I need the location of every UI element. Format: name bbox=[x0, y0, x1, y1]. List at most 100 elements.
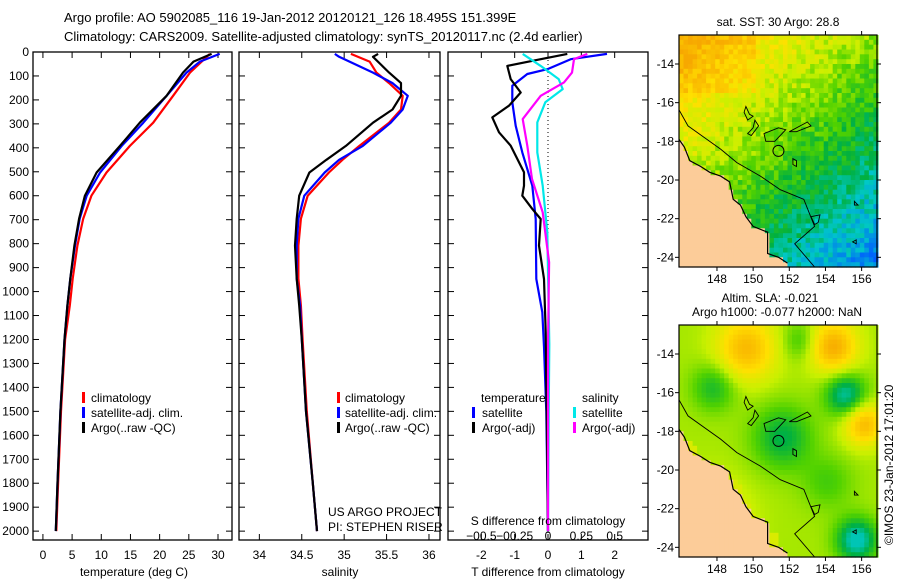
map-cell bbox=[719, 252, 725, 258]
map-cell bbox=[733, 499, 739, 505]
map-cell bbox=[832, 175, 838, 181]
map-cell bbox=[760, 329, 766, 336]
map-cell bbox=[737, 107, 743, 113]
map-cell bbox=[710, 426, 716, 432]
map-cell bbox=[683, 93, 689, 99]
map-cell bbox=[679, 180, 685, 186]
map-cell bbox=[769, 155, 775, 162]
map-cell bbox=[737, 325, 743, 331]
map-cell bbox=[783, 218, 789, 225]
map-cell bbox=[796, 73, 802, 80]
map-cell bbox=[701, 499, 707, 505]
map-cell bbox=[841, 165, 847, 171]
map-cell bbox=[719, 339, 725, 345]
map-cell bbox=[787, 54, 793, 60]
map-cell bbox=[715, 242, 721, 249]
map-cell bbox=[746, 503, 752, 510]
map-cell bbox=[810, 97, 816, 104]
map-cell bbox=[841, 107, 847, 113]
map-cell bbox=[769, 547, 775, 553]
map-cell bbox=[841, 513, 847, 519]
map-cell bbox=[801, 383, 807, 389]
map-cell bbox=[823, 383, 829, 389]
map-cell bbox=[764, 542, 770, 548]
map-cell bbox=[724, 223, 730, 229]
map-cell bbox=[787, 523, 793, 529]
map-cell bbox=[728, 238, 734, 244]
map-cell bbox=[868, 247, 874, 254]
map-cell bbox=[706, 450, 712, 457]
map-cell bbox=[814, 59, 820, 65]
map-cell bbox=[683, 349, 689, 355]
map-cell bbox=[873, 170, 879, 176]
map-cell bbox=[850, 131, 856, 138]
map-cell bbox=[850, 358, 856, 365]
map-cell bbox=[737, 465, 743, 471]
map-cell bbox=[778, 499, 784, 505]
map-cell bbox=[737, 44, 743, 51]
map-cell bbox=[792, 44, 798, 51]
map-cell bbox=[796, 59, 802, 65]
map-cell bbox=[724, 112, 730, 118]
map-cell bbox=[837, 44, 843, 51]
map-cell bbox=[873, 489, 879, 495]
map-cell bbox=[751, 436, 757, 442]
map-cell bbox=[868, 503, 874, 510]
map-cell bbox=[737, 199, 743, 205]
map-cell bbox=[796, 508, 802, 515]
coastline bbox=[679, 139, 788, 264]
map-cell bbox=[719, 78, 725, 84]
map-cell bbox=[715, 151, 721, 157]
map-cell bbox=[810, 349, 816, 355]
map-cell bbox=[697, 49, 703, 55]
map-cell bbox=[828, 373, 834, 379]
map-cell bbox=[760, 78, 766, 84]
map-cell bbox=[715, 455, 721, 461]
map-cell bbox=[823, 97, 829, 104]
map-cell bbox=[823, 64, 829, 70]
legend-swatch-argo bbox=[337, 422, 340, 433]
map-cell bbox=[737, 436, 743, 442]
map-cell bbox=[733, 93, 739, 99]
map-cell bbox=[801, 204, 807, 210]
map-cell bbox=[706, 445, 712, 452]
map-cell bbox=[810, 204, 816, 210]
map-cell bbox=[701, 532, 707, 539]
map-cell bbox=[805, 474, 811, 481]
map-cell bbox=[719, 329, 725, 336]
map-cell bbox=[728, 542, 734, 548]
map-cell bbox=[783, 64, 789, 70]
map-cell bbox=[733, 189, 739, 196]
map-cell bbox=[751, 35, 757, 41]
map-cell bbox=[733, 329, 739, 336]
map-cell bbox=[805, 35, 811, 41]
map-cell bbox=[855, 88, 861, 94]
map-cell bbox=[733, 112, 739, 118]
map-cell bbox=[846, 494, 852, 500]
map-cell bbox=[859, 49, 865, 55]
map-cell bbox=[864, 238, 870, 244]
map-cell bbox=[679, 54, 685, 60]
map-cell bbox=[760, 339, 766, 345]
map-cell bbox=[710, 204, 716, 210]
map-cell bbox=[796, 445, 802, 452]
map-cell bbox=[719, 358, 725, 365]
map-cell bbox=[832, 204, 838, 210]
map-cell bbox=[688, 262, 694, 268]
map-cell bbox=[692, 378, 698, 384]
map-cell bbox=[792, 141, 798, 147]
map-cell bbox=[805, 358, 811, 365]
map-cell bbox=[755, 392, 761, 399]
map-cell bbox=[810, 59, 816, 65]
map-cell bbox=[841, 262, 847, 268]
map-cell bbox=[855, 489, 861, 495]
map-cell bbox=[728, 407, 734, 413]
map-cell bbox=[837, 373, 843, 379]
map-cell bbox=[805, 204, 811, 210]
map-cell bbox=[724, 329, 730, 336]
map-cell bbox=[850, 407, 856, 413]
map-cell bbox=[814, 146, 820, 152]
map-cell bbox=[751, 146, 757, 152]
map-cell bbox=[855, 552, 861, 558]
map-cell bbox=[719, 73, 725, 80]
